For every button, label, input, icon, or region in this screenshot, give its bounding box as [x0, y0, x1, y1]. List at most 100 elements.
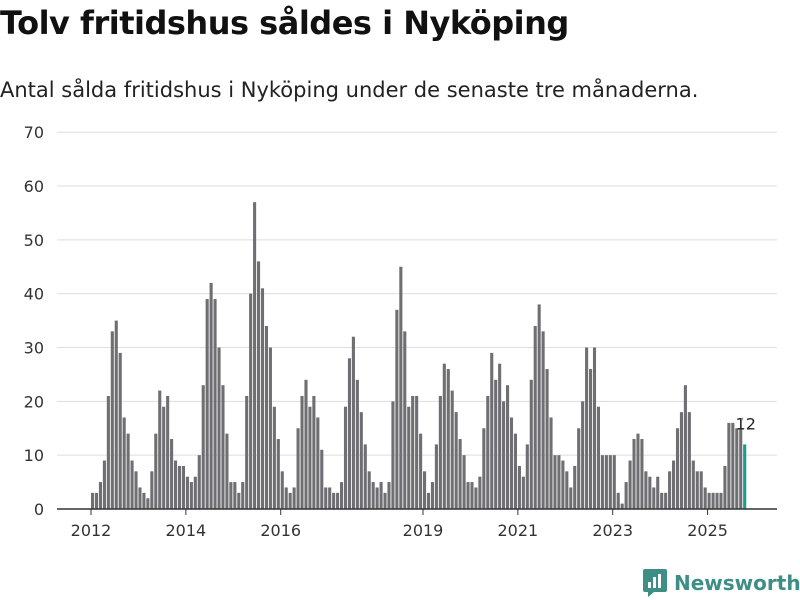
bar — [276, 439, 280, 509]
bar — [308, 406, 312, 509]
bar — [411, 395, 415, 509]
bar — [537, 304, 541, 509]
bar — [185, 476, 189, 509]
bar — [304, 379, 308, 509]
chart-logo-icon — [643, 569, 667, 597]
bar — [545, 369, 549, 509]
y-tick-label: 50 — [24, 231, 44, 250]
bar — [616, 492, 620, 509]
bar — [711, 492, 715, 509]
bar — [268, 347, 272, 509]
bar — [553, 455, 557, 509]
bar — [683, 385, 687, 509]
bar — [225, 433, 229, 509]
bar — [118, 352, 122, 509]
bar — [612, 455, 616, 509]
chart-subtitle: Antal sålda fritidshus i Nyköping under … — [0, 78, 699, 102]
bar — [707, 492, 711, 509]
bar — [731, 422, 735, 509]
bar — [383, 492, 387, 509]
newsworthy-logo[interactable]: Newsworthy — [642, 568, 800, 598]
bar — [217, 347, 221, 509]
bar — [656, 476, 660, 509]
bar — [691, 460, 695, 509]
bar — [146, 498, 150, 509]
bar — [557, 455, 561, 509]
bar — [351, 336, 355, 509]
bar — [494, 379, 498, 509]
bars — [91, 202, 747, 510]
bar — [106, 395, 110, 509]
bar — [138, 487, 142, 509]
x-tick-label: 2016 — [260, 521, 301, 540]
bar — [624, 482, 628, 509]
chart-title: Tolv fritidshus såldes i Nyköping — [0, 4, 569, 42]
bar — [660, 492, 664, 509]
bar — [130, 460, 134, 509]
bar — [573, 465, 577, 509]
bar — [407, 406, 411, 509]
bar — [644, 471, 648, 509]
bar — [245, 395, 249, 509]
bar — [668, 471, 672, 509]
bar — [423, 471, 427, 509]
bar — [340, 482, 344, 509]
bar — [723, 465, 727, 509]
bar — [442, 363, 446, 509]
bar — [328, 487, 332, 509]
bar — [288, 492, 292, 509]
bar — [367, 471, 371, 509]
bar — [735, 428, 739, 509]
bar — [426, 492, 431, 509]
bar — [672, 460, 676, 509]
bar — [347, 358, 352, 509]
bar — [648, 476, 652, 509]
bar — [490, 352, 494, 509]
bar — [525, 444, 529, 509]
bar — [600, 455, 604, 509]
x-tick-label: 2012 — [71, 521, 112, 540]
bar — [585, 347, 589, 509]
bar — [312, 395, 316, 509]
bar — [513, 433, 518, 509]
bar — [98, 482, 102, 509]
bar — [114, 320, 118, 509]
bar — [253, 202, 257, 510]
bar — [462, 455, 466, 509]
bar — [257, 261, 261, 509]
bar — [280, 471, 284, 509]
bar — [292, 487, 296, 509]
last-value-label: 12 — [736, 414, 756, 433]
bar — [249, 293, 253, 509]
bar — [391, 401, 395, 509]
bar — [359, 412, 363, 509]
bar — [434, 444, 438, 509]
bar — [110, 331, 114, 509]
bar — [181, 465, 186, 509]
bar — [466, 482, 470, 509]
bar — [166, 395, 170, 509]
bar — [189, 482, 193, 509]
bar — [264, 325, 269, 509]
bar — [241, 482, 245, 509]
bar — [296, 428, 300, 509]
bar — [102, 460, 106, 509]
bar — [727, 422, 731, 509]
bar — [596, 406, 601, 509]
bar — [284, 487, 288, 509]
bar — [150, 471, 154, 509]
x-axis: 2012 2014 2016 2019 2021 2023 2025 — [57, 508, 777, 540]
bar — [300, 395, 304, 509]
bar — [454, 412, 458, 509]
bar — [498, 363, 502, 509]
bar — [509, 417, 514, 509]
bar — [715, 492, 719, 509]
bar — [158, 390, 162, 509]
x-tick-label: 2019 — [403, 521, 444, 540]
bar — [675, 428, 680, 509]
bar — [379, 482, 383, 509]
bar — [470, 482, 474, 509]
y-axis-ticks: 0 10 20 30 40 50 60 70 — [24, 123, 44, 519]
bar — [517, 465, 521, 509]
bar — [343, 406, 348, 509]
